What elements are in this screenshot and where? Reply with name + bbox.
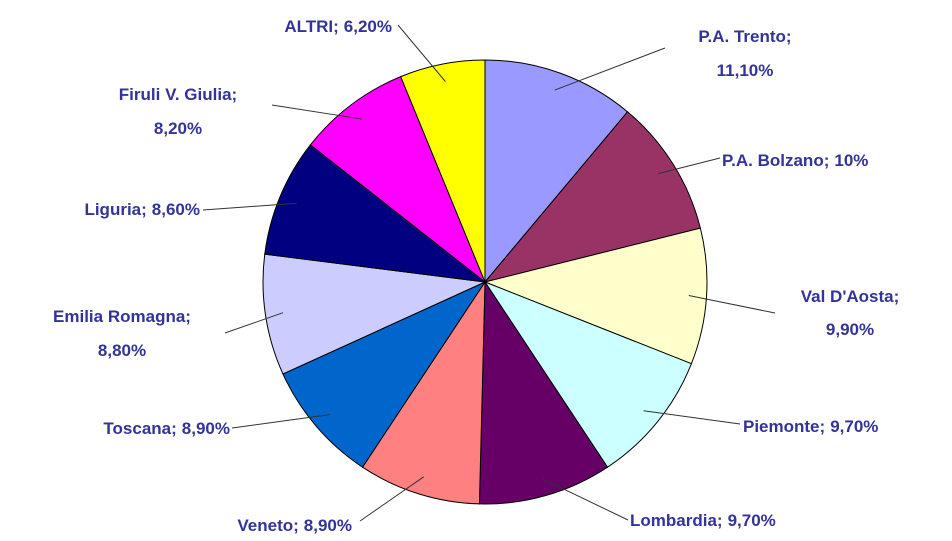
slice-label: P.A. Bolzano; 10% bbox=[722, 151, 868, 170]
pie-slice bbox=[282, 280, 487, 468]
value-label: 9,70% bbox=[728, 511, 776, 530]
leader-line bbox=[202, 202, 297, 211]
value-label: 6,20% bbox=[344, 17, 392, 36]
pie-slice bbox=[484, 59, 629, 284]
category-label: Lombardia; bbox=[630, 511, 723, 530]
category-label: P.A. Trento; bbox=[698, 27, 791, 46]
category-label: Veneto; bbox=[237, 516, 298, 535]
pie-slice bbox=[361, 280, 486, 505]
slice-label: Piemonte; 9,70% bbox=[743, 417, 878, 436]
pie-slice bbox=[309, 75, 487, 284]
value-label: 8,80% bbox=[98, 341, 146, 360]
value-label: 10% bbox=[834, 151, 868, 170]
slice-label: Liguria; 8,60% bbox=[84, 200, 200, 219]
slice-label: Firuli V. Giulia; 8,20% bbox=[119, 85, 237, 138]
slice-label: Lombardia; 9,70% bbox=[630, 511, 776, 530]
category-label: Firuli V. Giulia; bbox=[119, 85, 237, 104]
slice-label: Emilia Romagna; 8,80% bbox=[53, 307, 191, 360]
value-label: 8,90% bbox=[304, 516, 352, 535]
leader-line bbox=[359, 476, 425, 522]
leader-line bbox=[688, 294, 776, 314]
pie-slice bbox=[478, 280, 609, 505]
pie-slice bbox=[264, 144, 487, 283]
slice-label: Veneto; 8,90% bbox=[237, 516, 352, 535]
pie-slice bbox=[483, 227, 708, 365]
value-label: 11,10% bbox=[717, 61, 774, 80]
pie bbox=[262, 59, 708, 505]
value-label: 9,90% bbox=[826, 320, 874, 339]
pie-slice bbox=[400, 59, 486, 283]
labels: P.A. Trento; 11,10% P.A. Bolzano; 10% Val D'… bbox=[53, 17, 899, 535]
leader-line bbox=[658, 157, 721, 175]
pie-slice bbox=[483, 111, 701, 283]
leader-line bbox=[231, 414, 330, 429]
leader-line bbox=[554, 47, 666, 91]
slice-label: P.A. Trento; 11,10% bbox=[698, 27, 791, 80]
category-label: ALTRI; bbox=[284, 17, 338, 36]
value-label: 8,60% bbox=[152, 200, 200, 219]
category-label: Toscana; bbox=[103, 419, 176, 438]
slice-label: Toscana; 8,90% bbox=[103, 419, 230, 438]
pie-slice bbox=[483, 280, 693, 468]
value-label: 9,70% bbox=[830, 417, 878, 436]
leader-line bbox=[224, 312, 284, 334]
leader-line bbox=[271, 104, 362, 120]
leader-line bbox=[397, 24, 446, 82]
slice-label: Val D'Aosta; 9,90% bbox=[801, 287, 900, 339]
pie-slice bbox=[262, 253, 487, 375]
category-label: P.A. Bolzano; bbox=[722, 151, 829, 170]
category-label: Emilia Romagna; bbox=[53, 307, 191, 326]
leader-line bbox=[541, 477, 629, 521]
slice-label: ALTRI; 6,20% bbox=[284, 17, 392, 36]
leader-line bbox=[643, 410, 741, 425]
category-label: Piemonte; bbox=[743, 417, 825, 436]
category-label: Val D'Aosta; bbox=[801, 287, 900, 306]
value-label: 8,20% bbox=[154, 119, 202, 138]
category-label: Liguria; bbox=[84, 200, 146, 219]
value-label: 8,90% bbox=[182, 419, 230, 438]
